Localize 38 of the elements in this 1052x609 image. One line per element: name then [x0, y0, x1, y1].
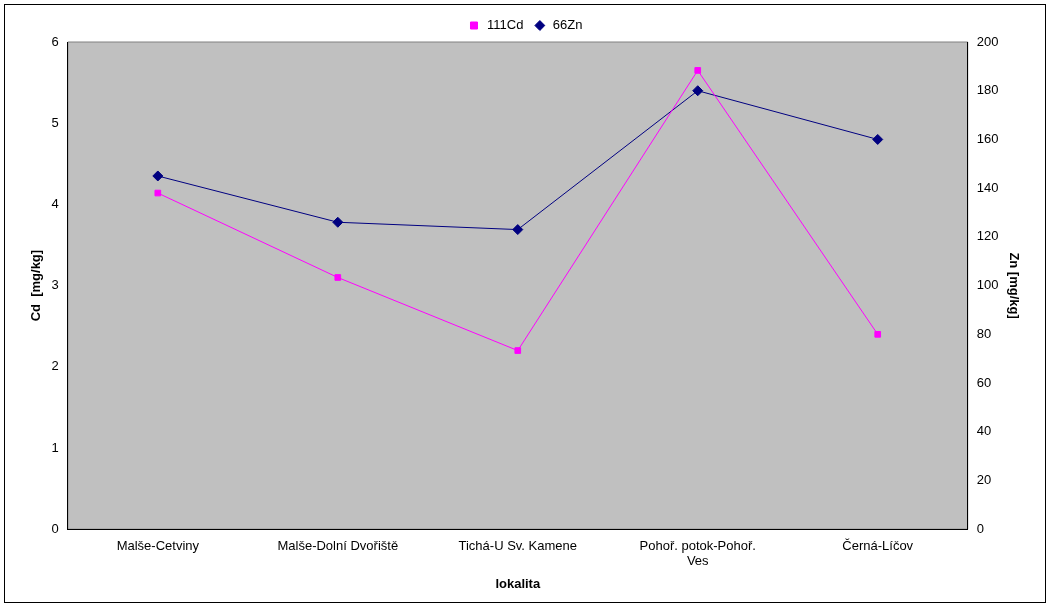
point [692, 85, 704, 97]
y-tick-label: 2 [51, 358, 59, 374]
point [872, 133, 884, 145]
y-tick-label: 3 [51, 277, 59, 293]
y2-tick-label: 60 [976, 374, 992, 390]
legend-label: 66Zn [552, 17, 583, 33]
x-axis-title: lokalita [495, 575, 541, 591]
y2-tick-label: 200 [976, 33, 999, 49]
x-tick-label: Tichá-U Sv. Kamene [458, 537, 578, 553]
point [332, 216, 344, 228]
point [334, 274, 342, 281]
point [514, 347, 522, 354]
x-tick-label: Malše-Cetviny [116, 537, 200, 553]
y2-tick-label: 40 [976, 423, 992, 439]
y-tick-label: 4 [51, 195, 59, 211]
y2-tick-label: 100 [976, 277, 999, 293]
x-tick-label: Malše-Dolní Dvořiště [277, 537, 399, 553]
x-tick-label: Černá-Líčov [842, 537, 914, 553]
y-tick-label: 0 [51, 520, 59, 536]
y2-axis-title: Zn [mg/kg] [1006, 252, 1022, 319]
y-tick-label: 1 [51, 439, 59, 455]
legend-label: 111Cd [487, 17, 524, 33]
y-tick-label: 5 [51, 114, 59, 130]
y2-tick-label: 180 [976, 82, 999, 98]
point [152, 170, 164, 182]
point [154, 189, 162, 197]
point [694, 67, 702, 74]
point [512, 224, 524, 236]
y2-tick-label: 160 [976, 131, 999, 147]
y2-tick-label: 140 [976, 179, 999, 195]
y2-tick-label: 120 [976, 228, 999, 244]
y2-tick-label: 20 [976, 472, 992, 488]
y2-tick-label: 0 [976, 520, 984, 536]
y-tick-label: 6 [51, 33, 59, 49]
y2-tick-label: 80 [976, 325, 992, 341]
x-tick-label: Pohoř. potok-Pohoř. Ves [639, 537, 756, 569]
y-axis-title: Cd [mg/kg] [28, 249, 44, 322]
point [874, 330, 882, 338]
